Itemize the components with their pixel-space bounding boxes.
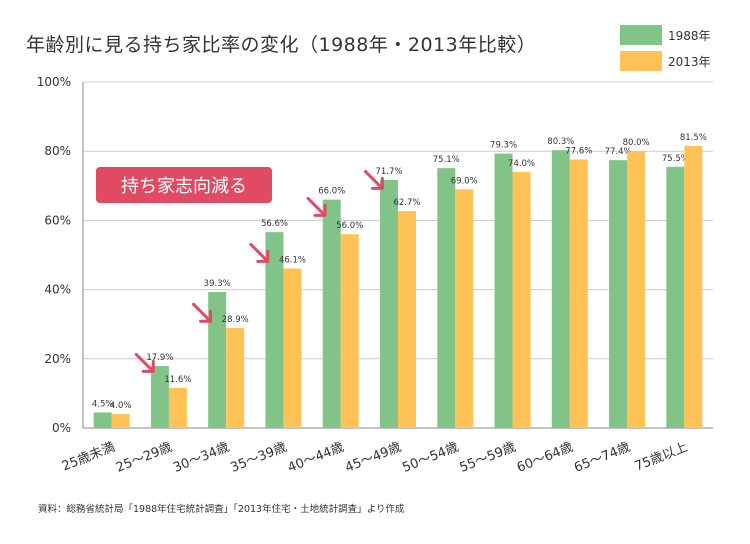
bar-2013 [168, 387, 187, 428]
data-label-2013: 77.6% [565, 147, 592, 157]
legend-swatch-1988 [620, 25, 662, 45]
source-note: 資料：総務省統計局「1988年住宅統計調査」「2013年住宅・土地統計調査」より… [38, 504, 405, 515]
data-label-1988: 66.0% [318, 187, 345, 197]
data-label-2013: 81.5% [680, 133, 707, 143]
y-tick-label: 20% [44, 352, 71, 366]
data-label-1988: 77.4% [605, 147, 632, 157]
annotation-callout: 持ち家志向減る [96, 167, 272, 203]
y-tick-label: 80% [44, 144, 71, 158]
x-tick-label: 75歳以上 [633, 440, 690, 475]
y-tick-label: 0% [52, 421, 71, 435]
data-label-1988: 75.1% [433, 155, 460, 165]
bar-1988 [551, 150, 570, 429]
bar-2013 [512, 171, 531, 428]
data-label-2013: 74.0% [508, 159, 535, 169]
x-tick-label: 25歳未満 [60, 440, 117, 475]
bar-2013 [226, 328, 245, 428]
x-tick-label: 60〜64歳 [515, 440, 575, 476]
bar-1988 [666, 166, 685, 428]
y-tick-label: 100% [37, 75, 71, 89]
y-tick-label: 40% [44, 283, 71, 297]
bar-2013 [569, 159, 588, 428]
legend-item-1988: 1988年 [620, 24, 711, 46]
data-label-1988: 75.5% [662, 154, 689, 164]
bar-1988 [380, 179, 398, 428]
bar-2013 [684, 146, 703, 428]
bar-1988 [437, 168, 456, 429]
data-label-2013: 62.7% [393, 198, 420, 208]
x-tick-label: 40〜44歳 [286, 440, 346, 476]
bar-1988 [93, 412, 112, 428]
data-label-1988: 80.3% [547, 137, 574, 147]
decline-arrow-icon [134, 352, 155, 373]
chart-title: 年齢別に見る持ち家比率の変化（1988年・2013年比較） [26, 34, 537, 56]
data-label-1988: 79.3% [490, 141, 517, 151]
data-label-2013: 56.0% [336, 221, 363, 231]
bar-2013 [283, 268, 302, 428]
bar-1988 [150, 366, 169, 428]
bar-1988 [322, 199, 341, 428]
data-label-1988: 17.9% [146, 353, 173, 363]
decline-arrow-icon [249, 242, 270, 263]
bar-2013 [398, 211, 416, 428]
data-label-1988: 4.5% [92, 399, 114, 409]
legend: 1988年 2013年 [620, 24, 711, 76]
bar-2013 [455, 189, 474, 428]
bar-1988 [208, 292, 227, 428]
legend-swatch-2013 [620, 51, 662, 71]
bar-1988 [609, 160, 628, 429]
legend-label-2013: 2013年 [668, 54, 711, 69]
x-tick-label: 50〜54歳 [400, 440, 460, 476]
x-tick-label: 35〜39歳 [229, 440, 289, 476]
legend-label-1988: 1988年 [668, 28, 711, 43]
x-tick-label: 55〜59歳 [458, 440, 518, 476]
bar-1988 [265, 232, 284, 428]
data-label-2013: 11.6% [164, 375, 191, 385]
bar-2013 [111, 414, 130, 428]
x-tick-label: 65〜74歳 [572, 440, 632, 476]
bar-1988 [494, 153, 513, 428]
decline-arrow-icon [306, 196, 327, 217]
data-label-1988: 56.6% [261, 219, 288, 229]
decline-arrow-icon [363, 169, 384, 190]
x-tick-label: 45〜49歳 [343, 440, 403, 476]
data-label-1988: 39.3% [204, 279, 231, 289]
data-label-2013: 80.0% [623, 138, 650, 148]
bar-2013 [340, 234, 359, 428]
decline-arrow-icon [192, 302, 213, 323]
y-tick-label: 60% [44, 213, 71, 227]
data-label-1988: 71.7% [375, 167, 402, 177]
x-tick-label: 30〜34歳 [171, 440, 231, 476]
data-label-2013: 46.1% [279, 255, 306, 265]
data-label-2013: 4.0% [110, 401, 132, 411]
data-label-2013: 28.9% [222, 315, 249, 325]
legend-item-2013: 2013年 [620, 50, 711, 72]
bar-2013 [627, 151, 646, 428]
data-label-2013: 69.0% [451, 176, 478, 186]
x-tick-label: 25〜29歳 [114, 440, 174, 476]
